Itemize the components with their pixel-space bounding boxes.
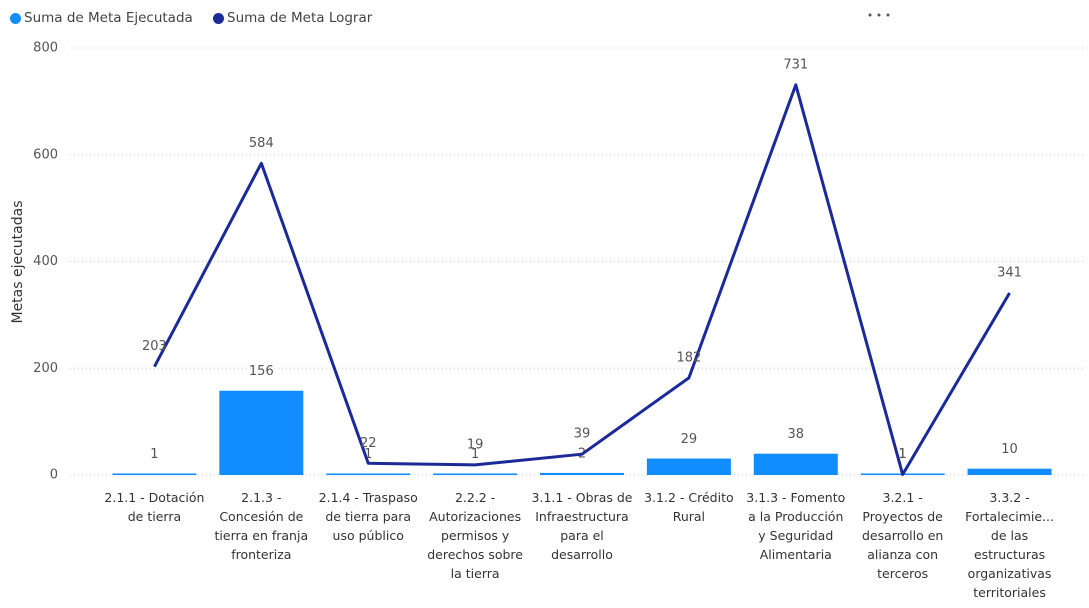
- y-tick-label: 800: [33, 41, 58, 56]
- x-tick-label: 3.1.3 - Fomento a la Producción y Seguri…: [746, 490, 846, 562]
- y-tick-label: 600: [33, 147, 58, 162]
- bar: [540, 472, 624, 475]
- legend-item: Suma de Meta Ejecutada: [10, 10, 193, 26]
- bar: [646, 458, 731, 475]
- data-label: 341: [997, 265, 1022, 280]
- data-label: 584: [249, 136, 274, 151]
- data-label: 10: [1001, 442, 1018, 457]
- data-label: 1: [899, 447, 907, 462]
- x-tick-label: 2.1.3 - Concesión de tierra en franja fr…: [214, 490, 309, 562]
- x-tick-label: 3.2.1 - Proyectos de desarrollo en alian…: [861, 490, 944, 581]
- data-label: 39: [574, 427, 591, 442]
- data-label: 22: [360, 436, 377, 451]
- bar: [219, 390, 304, 475]
- data-label: 1: [899, 447, 907, 462]
- data-label: 19: [467, 437, 484, 452]
- data-label: 29: [681, 432, 698, 447]
- x-tick-label: 2.2.2 - Autorizaciones permisos y derech…: [427, 490, 523, 581]
- x-tick-label: 3.3.2 - Fortalecimie... de las estructur…: [965, 490, 1054, 600]
- legend-label: Suma de Meta Ejecutada: [24, 10, 193, 26]
- x-tick-label: 2.1.1 - Dotación de tierra: [104, 490, 205, 524]
- more-icon[interactable]: [877, 13, 881, 17]
- data-label: 1: [150, 447, 158, 462]
- y-tick-label: 400: [33, 254, 58, 269]
- data-label: 38: [788, 427, 805, 442]
- bar: [967, 468, 1052, 475]
- legend-swatch: [213, 12, 224, 24]
- data-label: 203: [142, 339, 167, 354]
- bar: [112, 473, 197, 475]
- data-label: 1: [364, 447, 372, 462]
- bar: [326, 473, 411, 475]
- line: [153, 83, 1011, 476]
- legend-item: Suma de Meta Lograr: [213, 10, 372, 26]
- more-icon[interactable]: [886, 13, 890, 17]
- more-icon[interactable]: [868, 13, 872, 17]
- y-tick-label: 200: [33, 361, 58, 376]
- data-label: 731: [783, 57, 808, 72]
- x-tick-label: 3.1.2 - Crédito Rural: [644, 490, 734, 524]
- data-label: 1: [471, 447, 479, 462]
- y-tick-label: 0: [50, 468, 58, 483]
- data-label: 182: [676, 350, 701, 365]
- bar: [753, 453, 838, 475]
- legend-swatch: [10, 12, 21, 24]
- data-label: 156: [249, 364, 274, 379]
- legend-label: Suma de Meta Lograr: [227, 10, 373, 26]
- x-tick-label: 3.1.1 - Obras de Infraestructura para el…: [531, 490, 633, 562]
- x-tick-label: 2.1.4 - Traspaso de tierra para uso públ…: [318, 490, 418, 543]
- y-axis-label: Metas ejecutadas: [10, 200, 26, 323]
- bar: [433, 473, 518, 475]
